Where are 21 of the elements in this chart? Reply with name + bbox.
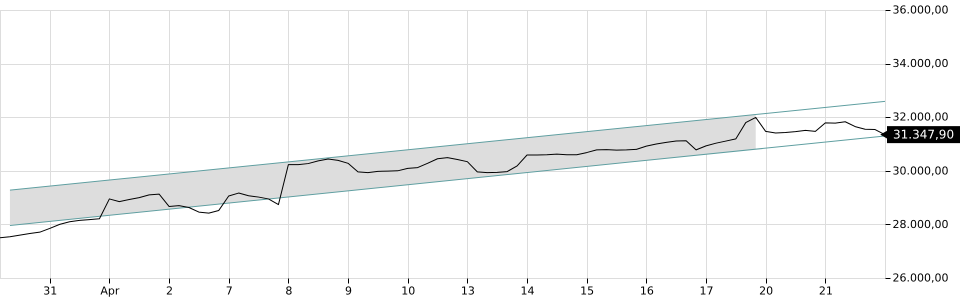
- y-tick-label: 34.000,00: [892, 57, 948, 70]
- x-tick-label: 2: [166, 284, 174, 298]
- x-tick-label: 9: [345, 284, 352, 298]
- x-tick-label: 17: [700, 284, 714, 298]
- x-tick-label: 8: [285, 284, 292, 298]
- y-tick-label: 26.000,00: [892, 272, 948, 284]
- x-tick-label: 7: [226, 284, 233, 298]
- x-tick-label: 20: [759, 284, 774, 298]
- x-tick-label: Apr: [100, 284, 120, 298]
- x-tick-label: 31: [43, 284, 58, 298]
- x-tick-label: 15: [580, 284, 594, 298]
- x-tick-label: 13: [460, 284, 475, 298]
- x-tick-label: 14: [520, 284, 535, 298]
- y-tick-label: 36.000,00: [892, 4, 948, 16]
- x-tick-label: 21: [818, 284, 833, 298]
- y-tick-label: 28.000,00: [892, 218, 948, 231]
- text: 31.347,90: [893, 128, 954, 142]
- y-tick-label: 32.000,00: [892, 110, 948, 124]
- x-tick-label: 16: [640, 284, 654, 298]
- y-tick-label: 30.000,00: [892, 164, 948, 178]
- x-tick-label: 10: [401, 284, 416, 298]
